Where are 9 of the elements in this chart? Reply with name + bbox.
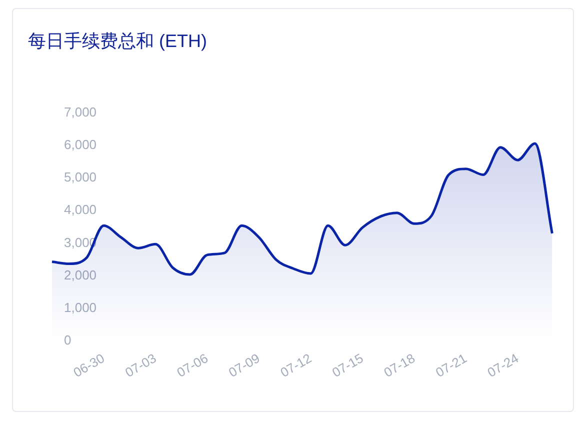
y-tick-label: 4,000 <box>64 202 97 218</box>
chart-title: 每日手续费总和 (ETH) <box>27 30 208 53</box>
y-tick-label: 6,000 <box>64 136 97 152</box>
y-tick-label: 0 <box>64 332 72 348</box>
y-tick-label: 2,000 <box>64 267 97 282</box>
y-tick-label: 7,000 <box>64 104 97 120</box>
y-tick-label: 5,000 <box>64 170 97 185</box>
y-tick-label: 1,000 <box>64 300 97 315</box>
x-tick-label: 07-21 <box>432 350 470 380</box>
